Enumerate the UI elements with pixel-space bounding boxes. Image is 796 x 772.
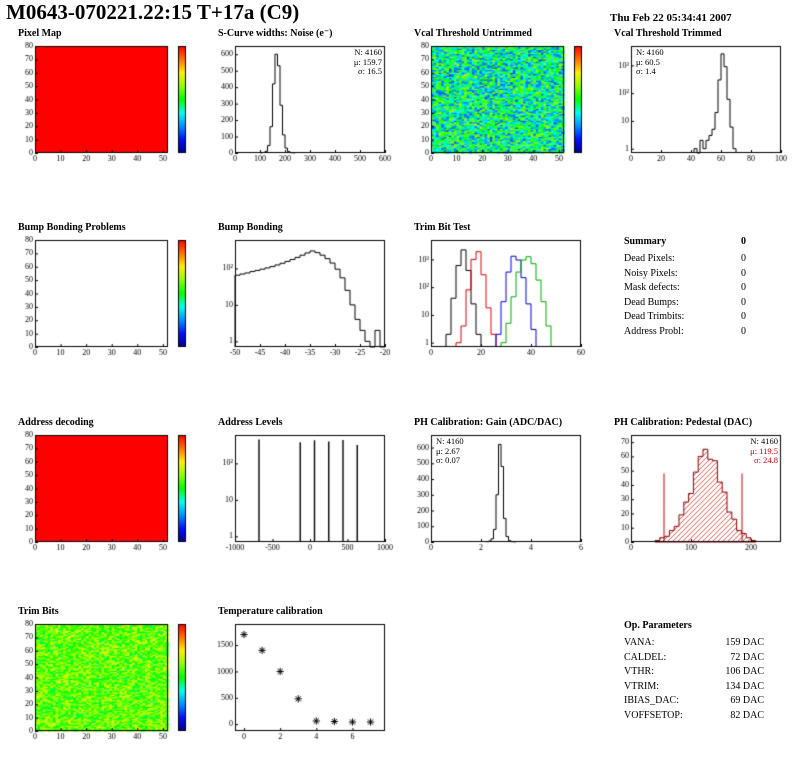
- summary-row-value: 0: [741, 282, 746, 293]
- stat-entries: N: 4160: [436, 436, 464, 446]
- ph-pedestal-histogram: [604, 430, 790, 556]
- temperature-calibration-scatter: [208, 619, 394, 745]
- plot-title: Pixel Map: [18, 28, 62, 39]
- stat-mean: μ: 60.5: [636, 56, 660, 67]
- stat-entries: N: 4160: [636, 47, 664, 57]
- stats-box: N: 4160 μ: 119.5 σ: 24.8: [750, 436, 778, 466]
- summary-total: 0: [741, 236, 746, 247]
- summary-row-label: Dead Trimbits:: [624, 311, 685, 322]
- summary-row: Dead Pixels: 0: [624, 252, 746, 267]
- op-parameter-row: IBIAS_DAC: 69 DAC: [624, 694, 764, 709]
- op-parameter-label: CALDEL:: [624, 651, 667, 663]
- panel-vcal-untrimmed: Vcal Threshold Untrimmed: [402, 28, 592, 168]
- plot-title: Address decoding: [18, 417, 94, 428]
- stat-mean: μ: 119.5: [750, 445, 778, 456]
- address-decoding-heatmap: [8, 430, 194, 556]
- address-levels-histogram: [208, 430, 394, 556]
- op-parameter-value: 159 DAC: [725, 637, 764, 648]
- trim-bits-heatmap: [8, 619, 194, 745]
- panel-address-levels: Address Levels: [206, 417, 396, 557]
- op-parameter-label: VOFFSETOP:: [624, 709, 683, 721]
- summary-row-label: Address Probl:: [624, 325, 684, 337]
- pixel-map-heatmap: [8, 41, 194, 167]
- summary-row-value: 0: [741, 253, 746, 264]
- scurve-noise-histogram: [208, 41, 394, 167]
- vcal-untrimmed-heatmap: [404, 41, 590, 167]
- summary-row: Dead Bumps: 0: [624, 296, 746, 311]
- summary-row-label: Mask defects:: [624, 282, 680, 293]
- summary-title: Summary: [624, 236, 667, 247]
- vcal-trimmed-histogram: [604, 41, 790, 167]
- panel-bump-bonding: Bump Bonding: [206, 222, 396, 362]
- op-parameter-row: VTRIM: 134 DAC: [624, 680, 764, 695]
- summary-row-value: 0: [741, 296, 746, 308]
- plot-title: Vcal Threshold Untrimmed: [414, 28, 532, 39]
- op-parameters-panel: Op. Parameters VANA: 159 DAC CALDEL: 72 …: [624, 620, 764, 723]
- panel-pixel-map: Pixel Map: [6, 28, 196, 168]
- panel-temperature-calibration: Temperature calibration: [206, 606, 396, 746]
- summary-row-value: 0: [741, 267, 746, 279]
- op-parameter-label: IBIAS_DAC:: [624, 695, 680, 706]
- stat-sigma: σ: 16.5: [358, 66, 382, 76]
- summary-row-label: Dead Bumps:: [624, 296, 679, 308]
- stat-mean: μ: 2.67: [436, 445, 460, 456]
- panel-ph-gain: PH Calibration: Gain (ADC/DAC) N: 4160 μ…: [402, 417, 592, 557]
- op-parameter-row: VANA: 159 DAC: [624, 636, 764, 651]
- ph-gain-histogram: [404, 430, 590, 556]
- op-parameters-title: Op. Parameters: [624, 620, 692, 631]
- op-parameter-row: VOFFSETOP: 82 DAC: [624, 709, 764, 724]
- stat-entries: N: 4160: [354, 47, 382, 57]
- op-parameter-row: CALDEL: 72 DAC: [624, 651, 764, 666]
- op-parameter-value: 134 DAC: [725, 680, 764, 692]
- stats-box: N: 4160 μ: 2.67 σ: 0.07: [436, 436, 464, 466]
- op-parameter-value: 69 DAC: [730, 695, 764, 706]
- summary-row: Mask defects: 0: [624, 281, 746, 296]
- summary-row: Dead Trimbits: 0: [624, 310, 746, 325]
- summary-row-value: 0: [741, 311, 746, 322]
- stat-entries: N: 4160: [750, 436, 778, 446]
- stat-sigma: σ: 24.8: [754, 455, 778, 465]
- plot-title: Address Levels: [218, 417, 283, 428]
- bump-bonding-histogram: [208, 235, 394, 361]
- plot-title: Vcal Threshold Trimmed: [614, 28, 722, 39]
- stat-sigma: σ: 1.4: [636, 66, 656, 76]
- panel-ph-pedestal: PH Calibration: Pedestal (DAC) N: 4160 μ…: [602, 417, 792, 557]
- panel-vcal-trimmed: Vcal Threshold Trimmed N: 4160 μ: 60.5 σ…: [602, 28, 792, 168]
- plot-title: Bump Bonding: [218, 222, 283, 233]
- panel-trim-bits: Trim Bits: [6, 606, 196, 746]
- page-title: M0643-070221.22:15 T+17a (C9): [6, 0, 300, 24]
- op-parameter-label: VANA:: [624, 637, 655, 648]
- summary-row-value: 0: [741, 325, 746, 337]
- plot-title: Temperature calibration: [218, 606, 323, 617]
- op-parameter-value: 106 DAC: [725, 666, 764, 677]
- op-parameter-value: 72 DAC: [730, 651, 764, 663]
- op-parameter-label: VTRIM:: [624, 680, 659, 692]
- plot-title: PH Calibration: Gain (ADC/DAC): [414, 417, 563, 428]
- summary-row: Address Probl: 0: [624, 325, 746, 340]
- plot-title: PH Calibration: Pedestal (DAC): [614, 417, 753, 428]
- summary-row: Noisy Pixels: 0: [624, 267, 746, 282]
- trim-bit-test-histogram: [404, 235, 590, 361]
- summary-row-label: Dead Pixels:: [624, 253, 675, 264]
- plot-title: Trim Bits: [18, 606, 59, 617]
- panel-bump-problems: Bump Bonding Problems: [6, 222, 196, 362]
- plot-title: Trim Bit Test: [414, 222, 471, 233]
- summary-panel: Summary 0 Dead Pixels: 0 Noisy Pixels: 0…: [624, 236, 746, 339]
- stat-sigma: σ: 0.07: [436, 455, 460, 465]
- panel-trim-bit-test: Trim Bit Test: [402, 222, 592, 362]
- op-parameter-row: VTHR: 106 DAC: [624, 665, 764, 680]
- stats-box: N: 4160 μ: 60.5 σ: 1.4: [636, 47, 664, 77]
- timestamp: Thu Feb 22 05:34:41 2007: [610, 12, 732, 24]
- summary-row-label: Noisy Pixels:: [624, 267, 678, 279]
- stats-box: N: 4160 μ: 159.7 σ: 16.5: [353, 47, 382, 77]
- plot-title: S-Curve widths: Noise (e⁻): [218, 28, 333, 39]
- panel-address-decoding: Address decoding: [6, 417, 196, 557]
- bump-problems-heatmap: [8, 235, 194, 361]
- panel-scurve-noise: S-Curve widths: Noise (e⁻) N: 4160 μ: 15…: [206, 28, 396, 168]
- op-parameter-value: 82 DAC: [730, 709, 764, 721]
- stat-mean: μ: 159.7: [353, 56, 382, 67]
- op-parameter-label: VTHR:: [624, 666, 654, 677]
- plot-title: Bump Bonding Problems: [18, 222, 126, 233]
